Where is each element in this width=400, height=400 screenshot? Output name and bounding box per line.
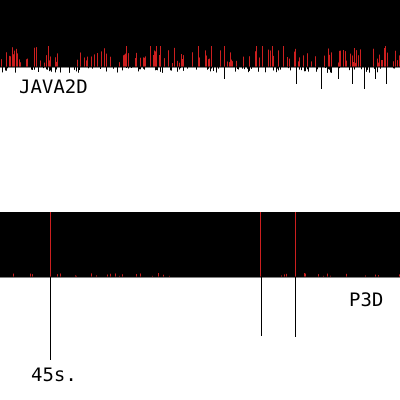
java2d-spikes [1, 46, 400, 67]
java2d-drops [0, 66, 400, 89]
p3d-label: P3D [349, 289, 384, 311]
time-marker-label: 45s. [31, 364, 77, 386]
java2d-band [0, 0, 400, 67]
java2d-label: JAVA2D [19, 76, 88, 98]
p3d-band [0, 212, 400, 277]
p3d-panel [0, 212, 400, 360]
java2d-panel [0, 0, 400, 89]
p3d-drops [0, 276, 400, 360]
p3d-spikes [13, 212, 400, 277]
